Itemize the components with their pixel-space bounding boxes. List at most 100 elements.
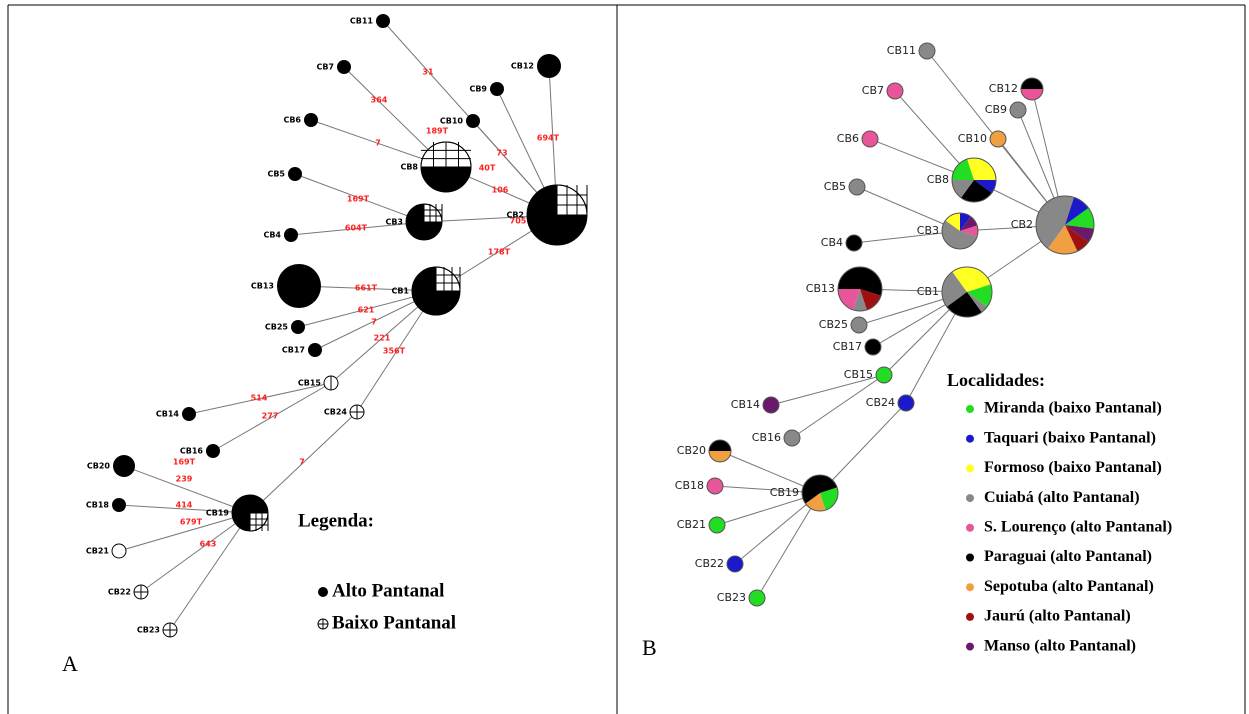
legend-item: Sepotuba (alto Pantanal) (984, 578, 1154, 595)
node (111, 543, 127, 559)
pie-slice (967, 292, 988, 313)
node-outline (708, 439, 732, 463)
node-label: CB7 (316, 63, 334, 72)
node-label: CB25 (819, 318, 848, 331)
node-label: CB2 (1011, 218, 1033, 231)
node (861, 130, 879, 148)
node (1009, 101, 1027, 119)
pie-slice (1036, 195, 1074, 225)
node-outline (801, 474, 839, 512)
node (708, 516, 726, 534)
node-label: CB16 (752, 431, 781, 444)
pie-slice (1036, 225, 1065, 249)
node (748, 589, 766, 607)
pie-slice (960, 213, 971, 231)
node-outline (951, 157, 997, 203)
node-label: CB7 (862, 84, 884, 97)
pie-slice (853, 289, 867, 312)
node-label: CB5 (267, 170, 285, 179)
node-circle (288, 167, 302, 181)
node-circle (726, 555, 744, 573)
edge-label: 169T (173, 458, 196, 467)
node-label: CB21 (677, 518, 706, 531)
node-circle (466, 114, 480, 128)
node-circle (490, 82, 504, 96)
pie-slice (1065, 207, 1094, 229)
node (706, 477, 724, 495)
node (989, 130, 1007, 148)
node-label: CB6 (837, 132, 859, 145)
node-circle (989, 130, 1007, 148)
node-label: CB20 (87, 462, 111, 471)
node-label: CB1 (391, 287, 409, 296)
node-label: CB3 (917, 224, 939, 237)
node (405, 203, 443, 241)
node (837, 266, 883, 312)
node (864, 338, 882, 356)
node-circle (861, 130, 879, 148)
node (308, 343, 322, 357)
edge-label: 604T (345, 224, 368, 233)
node-circle (304, 113, 318, 127)
node (304, 113, 318, 127)
legend-swatch (966, 583, 974, 592)
node (762, 396, 780, 414)
node (277, 264, 321, 308)
node (490, 82, 504, 96)
legend-item: Manso (alto Pantanal) (984, 637, 1136, 654)
edge (118, 504, 251, 514)
node-label: CB19 (770, 486, 799, 499)
node-label: CB13 (806, 282, 835, 295)
edge-label: 694T (537, 134, 560, 143)
pie-slice (709, 440, 731, 451)
edge-label: 73 (496, 149, 507, 158)
pie-slice (1065, 197, 1089, 225)
node-label: CB10 (958, 132, 987, 145)
legend-swatch (966, 464, 974, 473)
node (708, 439, 732, 463)
node-circle (850, 316, 868, 334)
node-label: CB4 (263, 231, 281, 240)
pie-slice (974, 180, 996, 193)
node (420, 141, 472, 193)
pie-slice (709, 451, 731, 462)
node-circle (848, 178, 866, 196)
node-label: CB17 (282, 346, 305, 355)
node (133, 584, 149, 600)
node-circle (762, 396, 780, 414)
pie-slice (1065, 225, 1094, 243)
edge-label: 661T (355, 284, 378, 293)
node (162, 622, 178, 638)
node (466, 114, 480, 128)
pie-slice (942, 220, 960, 231)
node-label: CB14 (156, 410, 180, 419)
pie-slice (1021, 89, 1043, 100)
node (411, 266, 461, 316)
node (323, 375, 339, 391)
node (941, 212, 979, 250)
pie-slice (838, 289, 860, 310)
node-label: CB24 (866, 396, 895, 409)
edge (819, 402, 907, 494)
node-circle (706, 477, 724, 495)
node (897, 394, 915, 412)
pie-slice (1021, 78, 1043, 89)
node (284, 228, 298, 242)
edge-label: 169T (347, 195, 370, 204)
edge-label: 356T (383, 347, 406, 356)
node-circle (308, 343, 322, 357)
node-label: CB11 (350, 17, 374, 26)
node-label: CB4 (821, 236, 843, 249)
node-outline (411, 266, 461, 316)
node-label: CB12 (989, 82, 1018, 95)
pie-slice (967, 284, 992, 307)
node-label: CB16 (180, 447, 204, 456)
edge-label: 189T (426, 127, 449, 136)
node (783, 429, 801, 447)
legend-item: Alto Pantanal (332, 580, 444, 601)
pie-slice (945, 213, 960, 231)
node-outline (1020, 77, 1044, 101)
node (349, 404, 365, 420)
edge-label: 40T (479, 164, 496, 173)
